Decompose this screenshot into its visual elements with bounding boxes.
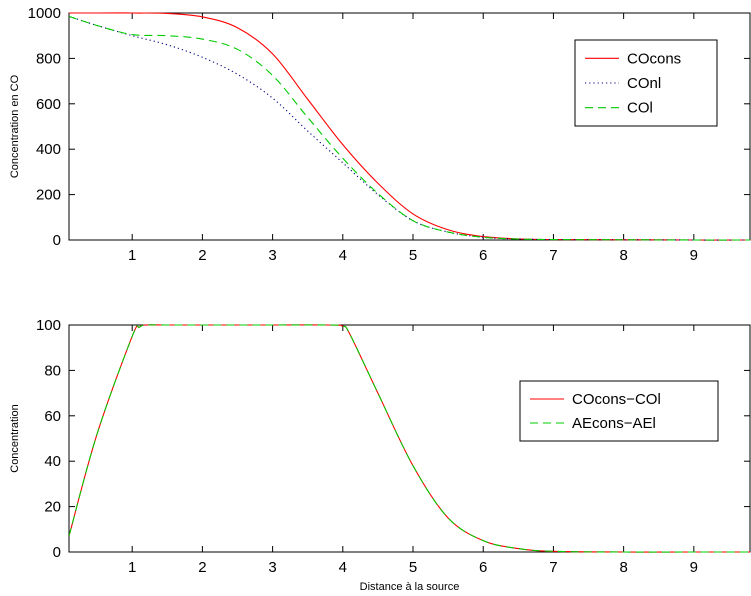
x-tick-label: 2 bbox=[198, 559, 206, 576]
plot-frame bbox=[68, 324, 751, 553]
x-tick-label: 6 bbox=[479, 247, 487, 264]
series-line-2 bbox=[69, 324, 750, 553]
y-axis-label: Concentration en CO bbox=[9, 74, 21, 178]
plot-frame bbox=[68, 12, 751, 241]
chart-panel-2: 1 2 3 4 5 6 7 8 9 0 20 40 60 80 100 Concentration Distan… bbox=[9, 317, 751, 593]
x-tick-label: 3 bbox=[268, 247, 276, 264]
y-tick-label: 1000 bbox=[28, 5, 61, 22]
legend: COcons−COl AEcons−AEl bbox=[519, 380, 719, 442]
x-tick-label: 3 bbox=[268, 559, 276, 576]
legend-box bbox=[519, 380, 719, 442]
y-tick-label: 80 bbox=[44, 362, 61, 379]
legend-label-1: COcons bbox=[627, 50, 681, 67]
y-tick-label: 400 bbox=[36, 141, 61, 158]
x-tick-label: 7 bbox=[549, 559, 557, 576]
legend: COcons COnl COl bbox=[574, 39, 718, 127]
x-tick-label: 4 bbox=[339, 247, 347, 264]
x-tick-label: 1 bbox=[128, 559, 136, 576]
chart-panel-1: 1 2 3 4 5 6 7 8 9 0 200 400 600 800 1000 Concentration … bbox=[9, 5, 751, 264]
y-tick-label: 20 bbox=[44, 499, 61, 516]
x-tick-label: 5 bbox=[409, 247, 417, 264]
x-tick-label: 7 bbox=[549, 247, 557, 264]
x-tick-label: 2 bbox=[198, 247, 206, 264]
y-tick-label: 200 bbox=[36, 187, 61, 204]
x-tick-label: 6 bbox=[479, 559, 487, 576]
x-tick-label: 1 bbox=[128, 247, 136, 264]
legend-label-3: COl bbox=[627, 100, 653, 117]
x-tick-label: 9 bbox=[690, 247, 698, 264]
y-tick-label: 60 bbox=[44, 408, 61, 425]
series-line-3 bbox=[69, 15, 750, 241]
y-tick-label: 0 bbox=[53, 232, 61, 249]
y-tick-label: 800 bbox=[36, 50, 61, 67]
y-tick-label: 100 bbox=[36, 317, 61, 334]
x-tick-label: 4 bbox=[339, 559, 347, 576]
legend-label-1: COcons−COl bbox=[572, 391, 661, 408]
x-axis-label: Distance à la source bbox=[360, 581, 460, 593]
x-tick-label: 8 bbox=[619, 559, 627, 576]
y-tick-label: 0 bbox=[53, 544, 61, 561]
y-axis-label: Concentration bbox=[9, 404, 21, 473]
x-tick-label: 8 bbox=[619, 247, 627, 264]
legend-label-2: AEcons−AEl bbox=[572, 415, 656, 432]
x-tick-label: 9 bbox=[690, 559, 698, 576]
legend-label-2: COnl bbox=[627, 75, 661, 92]
x-tick-label: 5 bbox=[409, 559, 417, 576]
y-tick-label: 40 bbox=[44, 453, 61, 470]
y-tick-label: 600 bbox=[36, 96, 61, 113]
